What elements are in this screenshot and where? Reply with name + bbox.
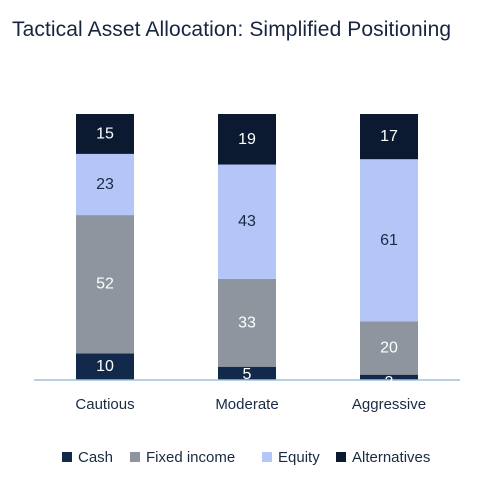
bar-segment-cash-aggressive — [360, 374, 418, 380]
data-label-equity-cautious: 23 — [96, 176, 114, 193]
category-label-cautious: Cautious — [75, 396, 134, 413]
data-label-fixed-income-aggressive: 20 — [380, 340, 398, 357]
data-label-equity-aggressive: 61 — [380, 232, 398, 249]
data-label-cash-moderate: 5 — [243, 366, 252, 383]
bar-stack-aggressive — [360, 114, 418, 380]
legend-swatch-fixed-income — [130, 452, 140, 462]
legend-label-equity: Equity — [278, 449, 320, 466]
data-label-cash-cautious: 10 — [96, 358, 114, 375]
bar-segment-equity-aggressive — [360, 159, 418, 322]
bar-segment-fixed-income-aggressive — [360, 321, 418, 375]
data-label-fixed-income-moderate: 33 — [238, 314, 256, 331]
bar-segment-equity-moderate — [218, 164, 276, 279]
legend-swatch-cash — [62, 452, 72, 462]
bar-segment-cash-moderate — [218, 366, 276, 380]
data-label-alternatives-cautious: 15 — [96, 125, 114, 142]
bar-stack-cautious — [76, 114, 134, 380]
bar-segment-fixed-income-moderate — [218, 278, 276, 367]
bar-segment-alternatives-aggressive — [360, 114, 418, 160]
bar-segment-alternatives-cautious — [76, 114, 134, 154]
legend-label-alternatives: Alternatives — [352, 449, 430, 466]
bar-segment-equity-cautious — [76, 153, 134, 216]
legend-swatch-equity — [262, 452, 272, 462]
data-label-fixed-income-cautious: 52 — [96, 276, 114, 293]
bar-segment-cash-cautious — [76, 353, 134, 380]
data-label-alternatives-aggressive: 17 — [380, 128, 398, 145]
bar-segment-alternatives-moderate — [218, 114, 276, 165]
legend-item-alternatives: Alternatives — [336, 449, 430, 466]
legend-swatch-alternatives — [336, 452, 346, 462]
data-label-alternatives-moderate: 19 — [238, 131, 256, 148]
category-label-moderate: Moderate — [215, 396, 278, 413]
legend: Cash Fixed income Equity Alternatives — [62, 449, 430, 466]
bar-segment-fixed-income-cautious — [76, 215, 134, 354]
data-label-cash-aggressive: 2 — [385, 374, 394, 391]
legend-item-fixed-income: Fixed income — [130, 449, 235, 466]
data-label-equity-moderate: 43 — [238, 213, 256, 230]
legend-label-fixed-income: Fixed income — [146, 449, 235, 466]
legend-item-cash: Cash — [62, 449, 113, 466]
legend-item-equity: Equity — [262, 449, 320, 466]
bar-stack-moderate — [218, 114, 276, 380]
legend-label-cash: Cash — [78, 449, 113, 466]
category-label-aggressive: Aggressive — [352, 396, 426, 413]
chart-title: Tactical Asset Allocation: Simplified Po… — [12, 18, 452, 41]
